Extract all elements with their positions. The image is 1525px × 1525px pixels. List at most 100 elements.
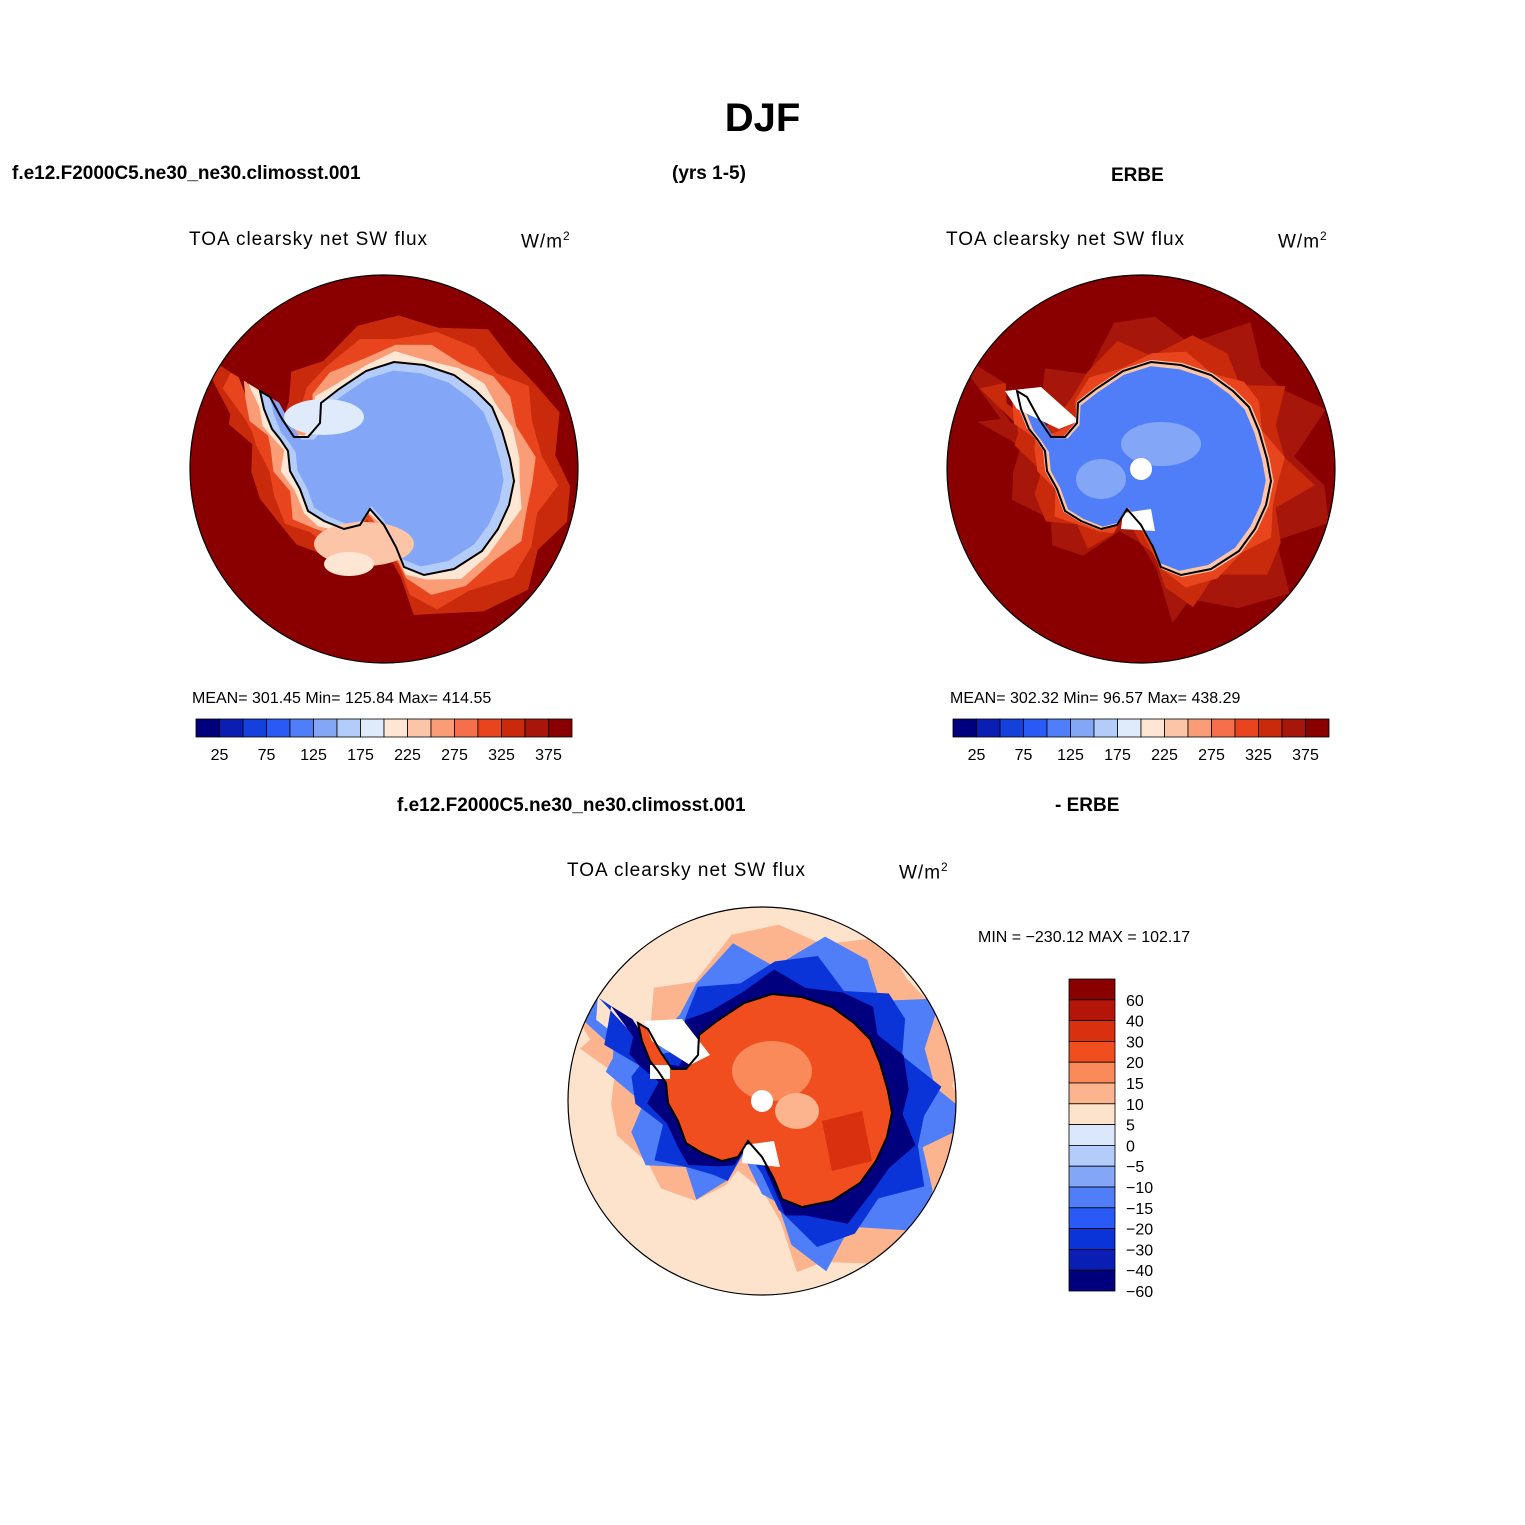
colorbar-tick-label: 375 — [535, 747, 562, 764]
colorbar-box — [999, 718, 1024, 738]
colorbar-tick-label: 30 — [1126, 1034, 1144, 1051]
colorbar-tick-label: 275 — [441, 747, 468, 764]
diff-units: W/m2 — [899, 860, 949, 884]
missing-data — [742, 1141, 780, 1167]
interior-patch — [822, 1111, 872, 1171]
colorbar-tick-label: 15 — [1126, 1076, 1144, 1093]
colorbar-box — [1068, 1228, 1116, 1250]
colorbar-box — [1211, 718, 1236, 738]
ross-sea-inner — [324, 552, 374, 576]
interior-patch — [775, 1093, 819, 1129]
model-case-header: f.e12.F2000C5.ne30_ne30.climosst.001 — [12, 163, 361, 184]
obs-header: ERBE — [1111, 165, 1164, 186]
colorbar-tick-label: −20 — [1126, 1222, 1153, 1239]
colorbar-tick-label: 125 — [1057, 747, 1084, 764]
colorbar-box — [407, 718, 432, 738]
colorbar-box — [219, 718, 244, 738]
model-variable-title: TOA clearsky net SW flux — [189, 229, 429, 250]
colorbar-tick-label: 375 — [1292, 747, 1319, 764]
colorbar-box — [336, 718, 361, 738]
colorbar-box — [1068, 978, 1116, 1001]
diff-map — [567, 906, 957, 1296]
colorbar-box — [1305, 718, 1330, 738]
colorbar-box — [1023, 718, 1048, 738]
colorbar-tick-label: 325 — [1245, 747, 1272, 764]
colorbar-box — [501, 718, 526, 738]
colorbar-tick-label: −30 — [1126, 1242, 1153, 1259]
colorbar-box — [430, 718, 455, 738]
colorbar-tick-label: 275 — [1198, 747, 1225, 764]
figure-title: DJF — [724, 96, 801, 140]
colorbar-tick-label: 25 — [968, 747, 986, 764]
years-header: (yrs 1-5) — [672, 163, 746, 184]
pole-hole — [1130, 458, 1152, 480]
model-colorbar: 25 75 125 175 225 275 325 375 — [195, 718, 573, 764]
obs-stats: MEAN= 302.32 Min= 96.57 Max= 438.29 — [950, 690, 1241, 707]
model-stats: MEAN= 301.45 Min= 125.84 Max= 414.55 — [192, 690, 492, 707]
colorbar-tick-label: 125 — [300, 747, 327, 764]
colorbar-box — [976, 718, 1001, 738]
obs-variable-title: TOA clearsky net SW flux — [946, 229, 1186, 250]
colorbar-tick-label: 175 — [1104, 747, 1131, 764]
colorbar-box — [1093, 718, 1118, 738]
colorbar-box — [952, 718, 977, 738]
interior-patch — [1076, 459, 1126, 499]
colorbar-box — [1068, 1082, 1116, 1105]
obs-colorbar: 25 75 125 175 225 275 325 375 — [952, 718, 1330, 764]
colorbar-tick-label: 225 — [1151, 747, 1178, 764]
interior-patch — [1121, 422, 1201, 466]
colorbar-box — [1068, 1061, 1116, 1084]
missing-data — [1121, 509, 1155, 531]
map-border — [189, 274, 579, 664]
missing-data — [644, 1019, 710, 1065]
colorbar-box — [195, 718, 220, 738]
colorbar-tick-label: 20 — [1126, 1055, 1144, 1072]
diff-colorbar: 60 40 30 20 15 10 5 0 −5 −10 −15 −20 −30 −40 −60 — [1068, 978, 1153, 1301]
coastline — [258, 360, 516, 577]
colorbar-tick-label: 75 — [258, 747, 276, 764]
colorbar-box — [1164, 718, 1189, 738]
colorbar-box — [1070, 718, 1095, 738]
coastline — [1015, 360, 1273, 577]
colorbar-box — [548, 718, 573, 738]
missing-data — [650, 1065, 670, 1079]
map-border — [567, 906, 957, 1296]
colorbar-box — [1068, 1165, 1116, 1188]
colorbar-box — [383, 718, 408, 738]
model-units: W/m2 — [521, 229, 571, 253]
colorbar-box — [1068, 1124, 1116, 1146]
pole-hole — [751, 1090, 773, 1112]
weddell-sea-patch — [284, 399, 364, 435]
colorbar-box — [1117, 718, 1142, 738]
colorbar-tick-label: −5 — [1126, 1159, 1144, 1176]
colorbar-tick-label: −15 — [1126, 1201, 1153, 1218]
colorbar-box — [242, 718, 267, 738]
colorbar-tick-label: 225 — [394, 747, 421, 764]
obs-map — [946, 274, 1336, 664]
colorbar-box — [1068, 1041, 1116, 1063]
diff-variable-title: TOA clearsky net SW flux — [567, 860, 807, 881]
colorbar-tick-label: 0 — [1126, 1138, 1135, 1155]
colorbar-box — [1234, 718, 1259, 738]
missing-data — [1005, 387, 1079, 429]
colorbar-tick-label: 10 — [1126, 1097, 1144, 1114]
colorbar-tick-label: 75 — [1015, 747, 1033, 764]
colorbar-box — [1068, 1249, 1116, 1271]
colorbar-box — [1281, 718, 1306, 738]
diff-obs-header: - ERBE — [1055, 795, 1120, 816]
colorbar-box — [360, 718, 385, 738]
colorbar-box — [1187, 718, 1212, 738]
diff-stats: MIN = −230.12 MAX = 102.17 — [978, 929, 1191, 946]
colorbar-box — [266, 718, 291, 738]
colorbar-box — [1068, 1186, 1116, 1209]
colorbar-tick-label: −60 — [1126, 1284, 1153, 1301]
interior-patch — [732, 1041, 812, 1101]
coastline — [636, 992, 894, 1209]
colorbar-tick-label: −10 — [1126, 1180, 1153, 1197]
colorbar-tick-label: −40 — [1126, 1263, 1153, 1280]
colorbar-tick-label: 25 — [211, 747, 229, 764]
colorbar-tick-label: 175 — [347, 747, 374, 764]
colorbar-box — [454, 718, 479, 738]
colorbar-box — [1068, 1269, 1116, 1292]
